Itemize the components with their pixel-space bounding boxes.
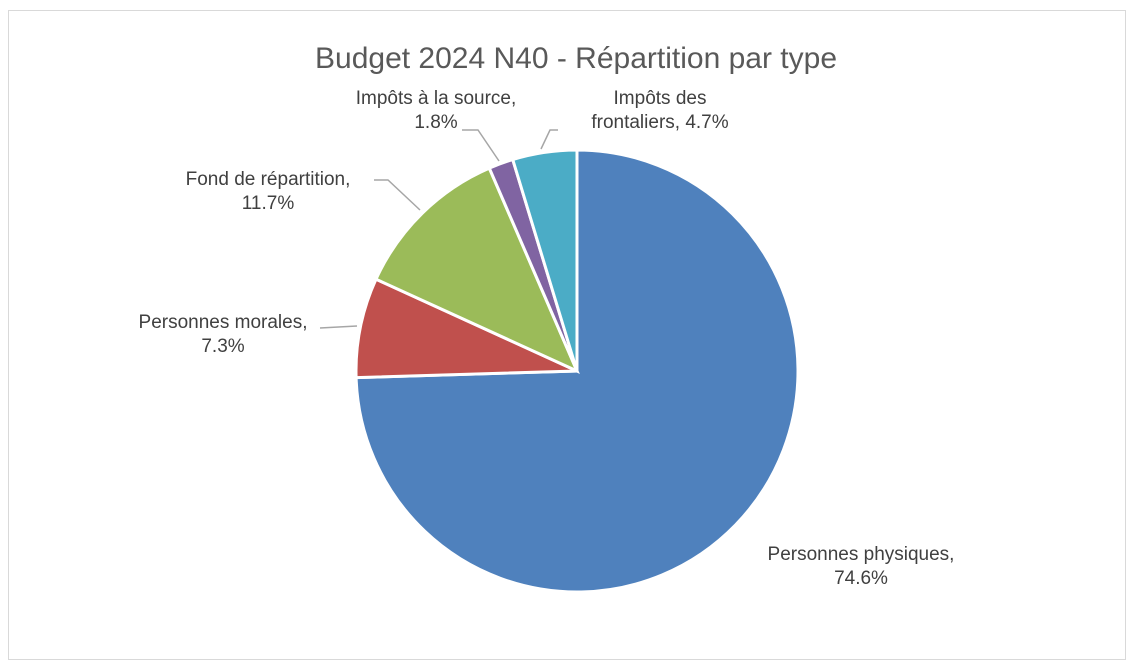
data-label-3-line-1: Fond de répartition, [186, 169, 351, 190]
data-label-1-line-2: 74.6% [834, 568, 888, 589]
data-labels: Personnes physiques, 74.6% Personnes moral… [139, 88, 955, 589]
leader-line-5 [540, 129, 558, 150]
data-label-2-line-1: Personnes morales, [139, 312, 308, 333]
data-label-3-line-2: 11.7% [242, 193, 295, 214]
leader-line-3 [374, 179, 421, 211]
data-label-2: Personnes morales, 7.3% [139, 312, 308, 357]
data-label-1-line-1: Personnes physiques, [768, 544, 955, 565]
pie-slices [354, 148, 800, 594]
pie-slice-3 [373, 166, 580, 374]
data-label-1: Personnes physiques, 74.6% [768, 544, 955, 589]
data-label-4-line-2: 1.8% [414, 112, 457, 133]
data-label-5-line-1: Impôts des [614, 88, 707, 109]
pie-slice-5 [510, 148, 579, 372]
leader-line-2 [319, 325, 358, 329]
data-label-4-line-1: Impôts à la source, [356, 88, 517, 109]
leader-line-4 [462, 129, 500, 162]
leader-lines [319, 129, 558, 329]
chart-title: Budget 2024 N40 - Répartition par type [315, 42, 837, 75]
data-label-4: Impôts à la source, 1.8% [356, 88, 517, 133]
pie-slice-2 [354, 277, 578, 380]
data-label-2-line-2: 7.3% [201, 336, 244, 357]
data-label-5-line-2: frontaliers, 4.7% [591, 112, 728, 133]
data-label-5: Impôts des frontaliers, 4.7% [591, 88, 728, 133]
data-label-3: Fond de répartition, 11.7% [186, 169, 351, 214]
